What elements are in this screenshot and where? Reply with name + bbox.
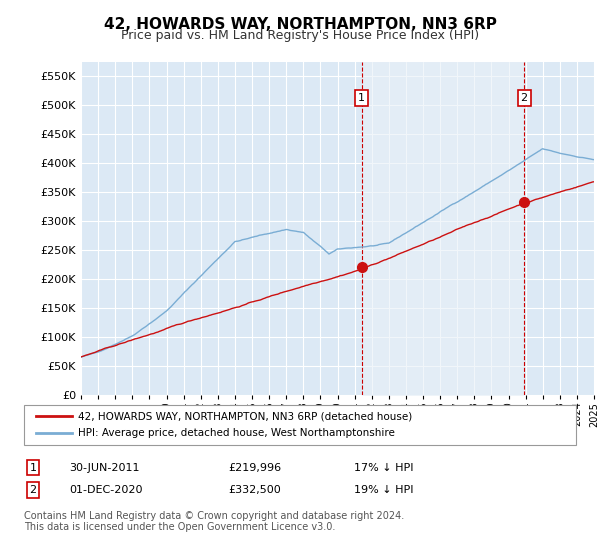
Text: 42, HOWARDS WAY, NORTHAMPTON, NN3 6RP (detached house): 42, HOWARDS WAY, NORTHAMPTON, NN3 6RP (d…: [78, 411, 412, 421]
Text: 30-JUN-2011: 30-JUN-2011: [69, 463, 139, 473]
Text: Price paid vs. HM Land Registry's House Price Index (HPI): Price paid vs. HM Land Registry's House …: [121, 29, 479, 42]
Text: 1: 1: [358, 93, 365, 103]
Text: £219,996: £219,996: [228, 463, 281, 473]
Text: 01-DEC-2020: 01-DEC-2020: [69, 485, 143, 495]
Text: 42, HOWARDS WAY, NORTHAMPTON, NN3 6RP: 42, HOWARDS WAY, NORTHAMPTON, NN3 6RP: [104, 17, 496, 32]
Text: 2: 2: [521, 93, 528, 103]
Text: Contains HM Land Registry data © Crown copyright and database right 2024.
This d: Contains HM Land Registry data © Crown c…: [24, 511, 404, 533]
Text: HPI: Average price, detached house, West Northamptonshire: HPI: Average price, detached house, West…: [78, 428, 395, 438]
Text: 2: 2: [29, 485, 37, 495]
Text: 19% ↓ HPI: 19% ↓ HPI: [354, 485, 413, 495]
Text: 17% ↓ HPI: 17% ↓ HPI: [354, 463, 413, 473]
Text: £332,500: £332,500: [228, 485, 281, 495]
Text: 1: 1: [29, 463, 37, 473]
